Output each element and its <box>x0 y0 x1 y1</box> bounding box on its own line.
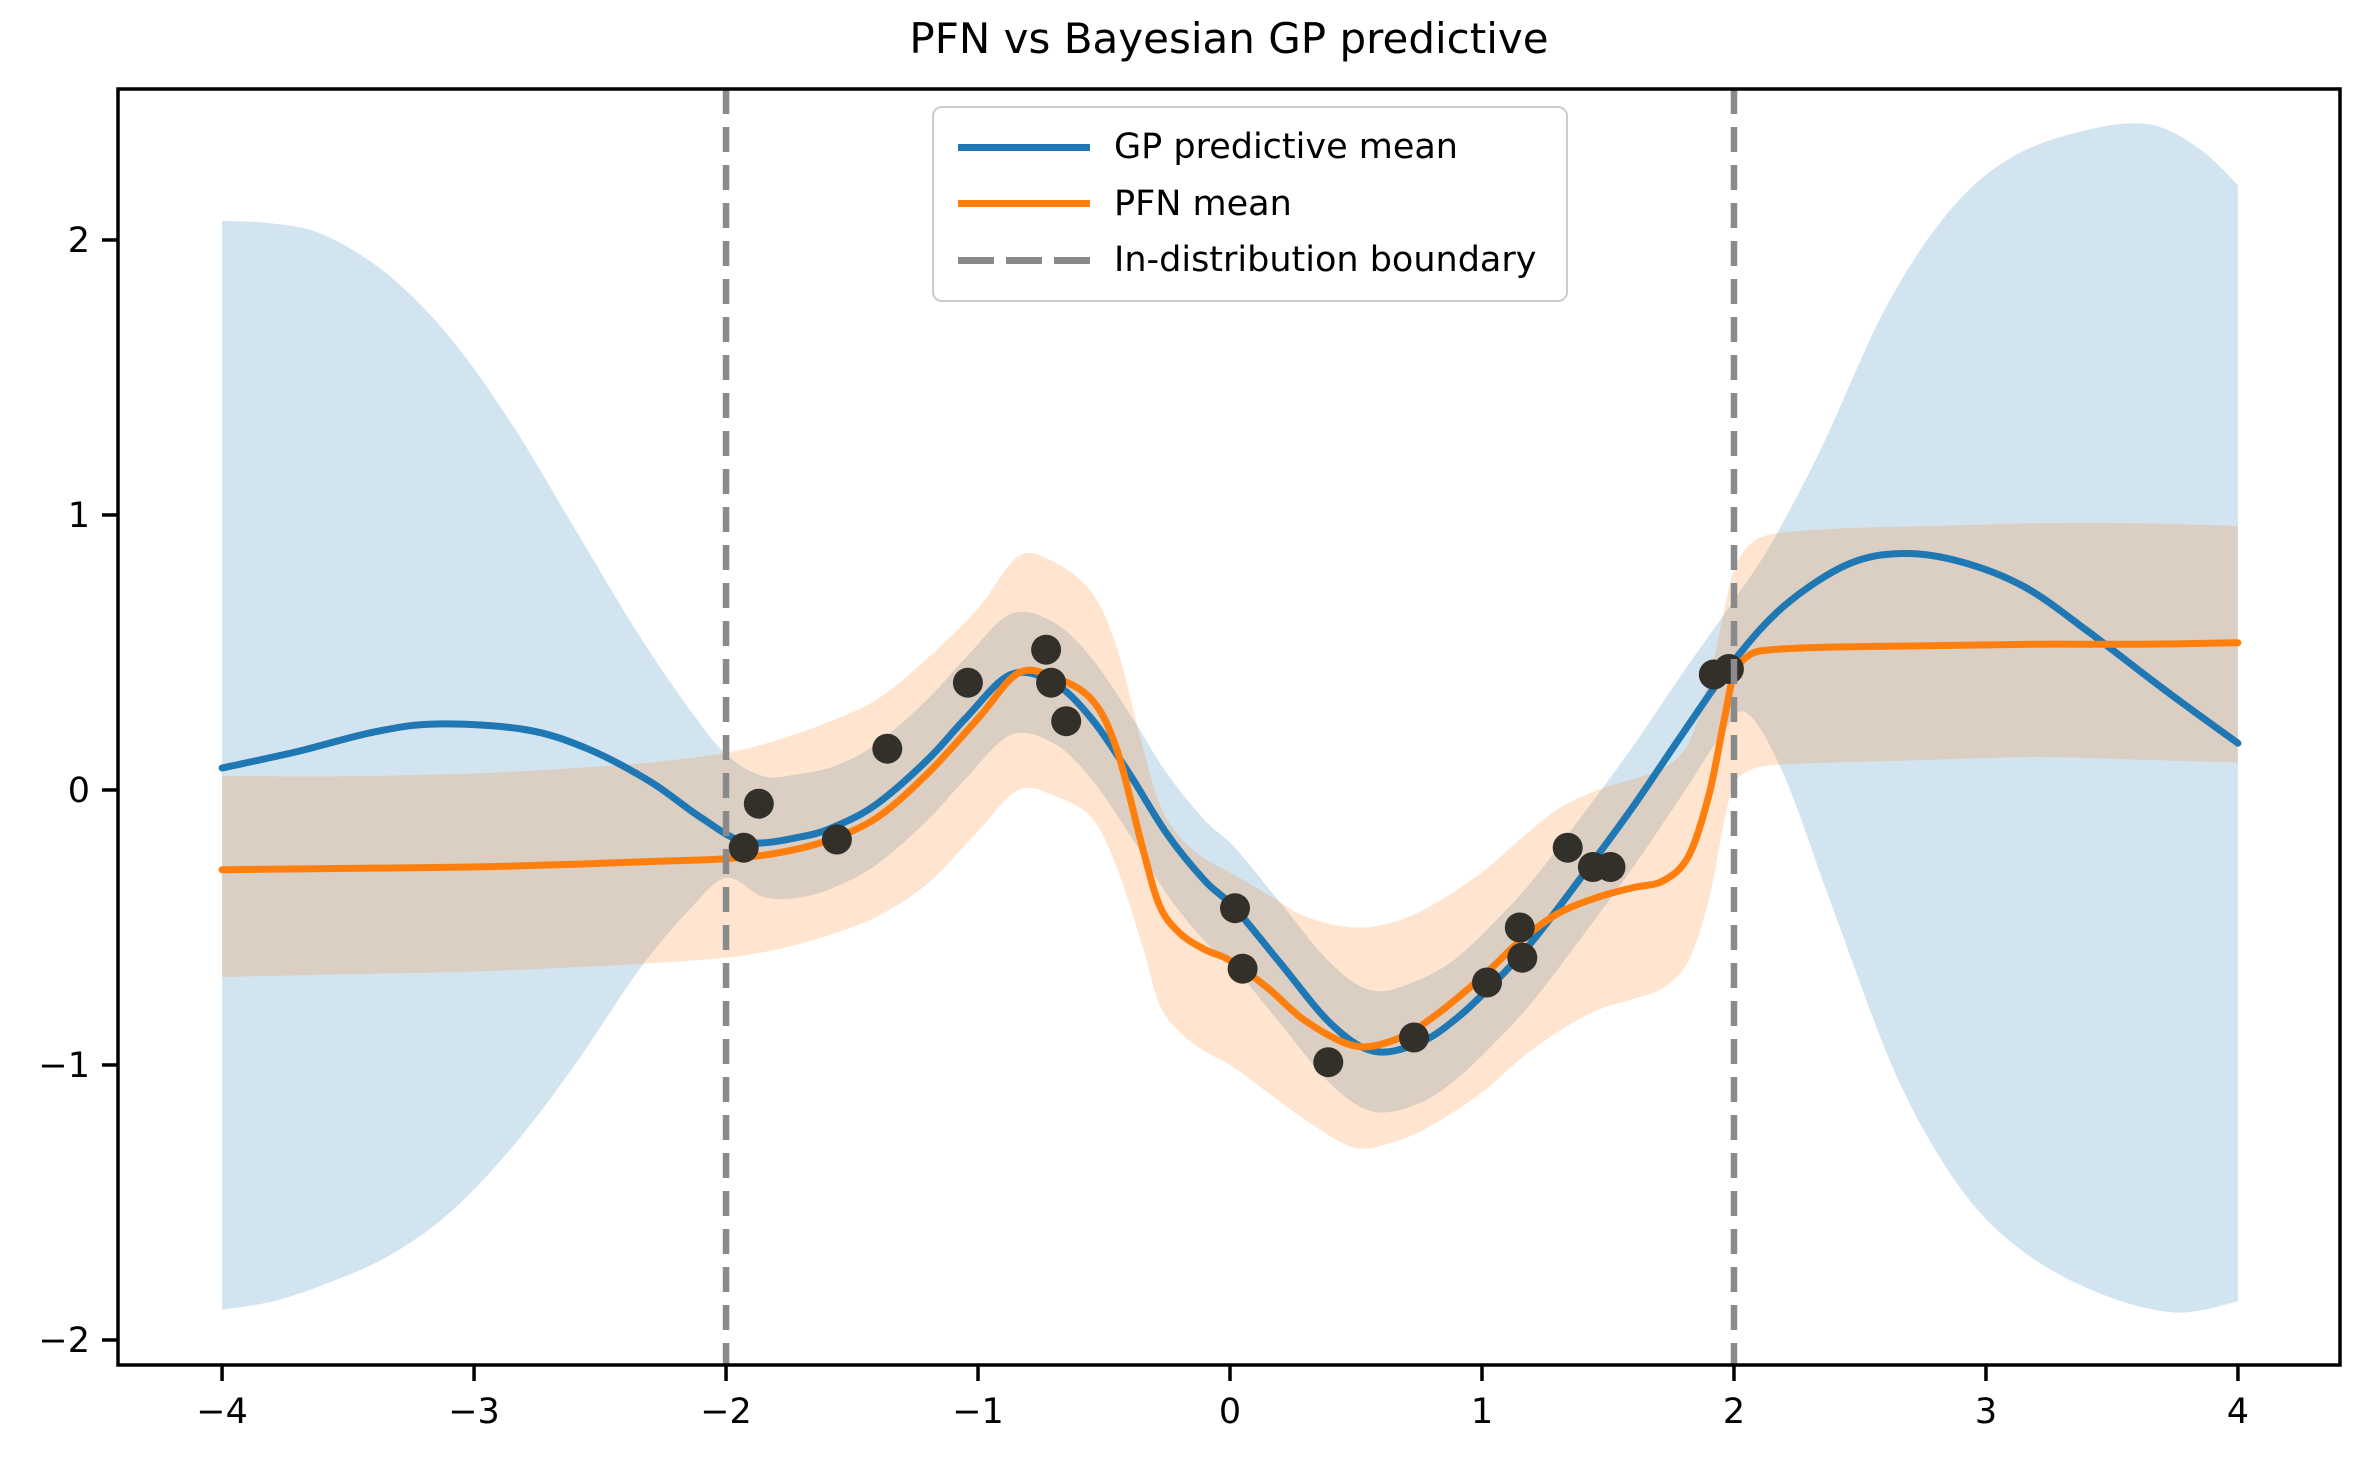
legend-label-pfn: PFN mean <box>1114 183 1292 224</box>
legend-item-pfn: PFN mean <box>958 183 1536 224</box>
x-tick-label: 1 <box>1471 1392 1493 1432</box>
x-tick-label: 0 <box>1219 1392 1241 1432</box>
uncertainty-bands <box>222 123 2238 1313</box>
observation-point <box>728 832 759 863</box>
x-tick-label: 2 <box>1723 1392 1745 1432</box>
chart-title: PFN vs Bayesian GP predictive <box>909 14 1549 63</box>
observation-point <box>1504 912 1535 943</box>
observation-point <box>1313 1047 1344 1078</box>
axes: −4 −3 −2 −1 0 1 2 3 4 −2 −1 0 1 2 <box>38 87 2342 1432</box>
observation-point <box>1595 852 1626 882</box>
boundary-lines <box>722 89 1738 1365</box>
observation-point <box>1507 942 1538 973</box>
gp-line-sample-icon <box>958 143 1090 151</box>
legend-item-gp: GP predictive mean <box>958 128 1536 167</box>
y-tick-label: −2 <box>38 1321 90 1361</box>
observation-point <box>821 824 852 855</box>
observation-point <box>1227 953 1258 984</box>
y-tick-label: 2 <box>68 221 90 261</box>
observation-point <box>952 667 983 698</box>
legend-label-gp: GP predictive mean <box>1114 127 1458 167</box>
observation-point <box>872 733 903 764</box>
legend-label-boundary: In-distribution boundary <box>1114 240 1537 280</box>
x-tick-label: 4 <box>2227 1392 2249 1432</box>
y-tick-label: 1 <box>68 496 90 536</box>
observation-point <box>1031 634 1062 665</box>
boundary-dash-sample-icon <box>958 256 1090 264</box>
gp-uncertainty-band <box>222 123 2238 1313</box>
pfn-line-sample-icon <box>958 200 1090 208</box>
x-tick-label: −1 <box>952 1392 1004 1432</box>
observation-point <box>1036 667 1067 698</box>
observation-point <box>743 788 774 819</box>
y-tick-label: −1 <box>38 1046 90 1086</box>
x-tick-label: −4 <box>196 1392 248 1432</box>
observation-point <box>1472 967 1502 998</box>
x-tick-label: −3 <box>448 1392 500 1432</box>
x-tick-label: −2 <box>700 1392 752 1432</box>
observation-point <box>1051 706 1082 737</box>
observation-point <box>1713 654 1744 684</box>
x-tick-label: 3 <box>1975 1392 1997 1432</box>
observation-point <box>1399 1022 1429 1053</box>
legend-item-boundary: In-distribution boundary <box>958 241 1536 280</box>
y-tick-label: 0 <box>68 771 90 811</box>
pfn-mean-line <box>218 639 2242 1051</box>
observation-point <box>1220 893 1250 924</box>
observation-point <box>1552 832 1583 863</box>
legend: GP predictive mean PFN mean In-distribut… <box>932 106 1569 302</box>
scatter-points <box>728 634 1744 1078</box>
